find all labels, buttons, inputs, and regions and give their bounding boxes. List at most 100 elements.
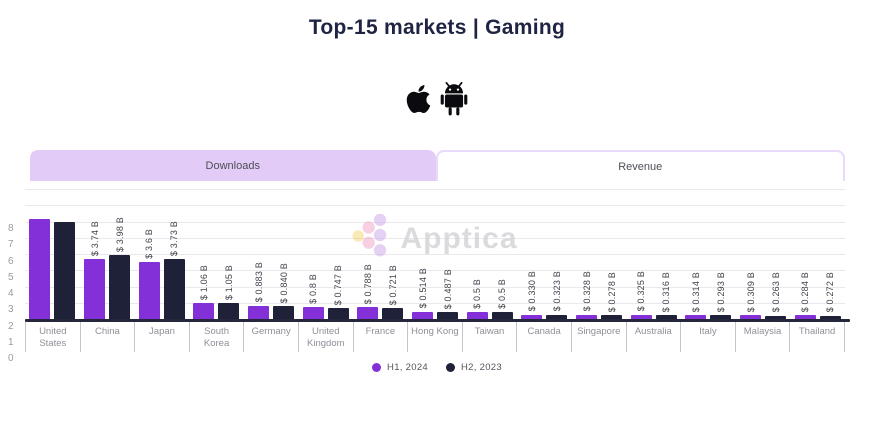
bar-column: $ 0.328 B <box>576 190 598 320</box>
plot-area: Apptica $ 3.74 B $ 3.98 B $ 3.6 B $ 3.73 B $… <box>25 189 845 320</box>
bar[interactable] <box>357 307 379 320</box>
x-axis-baseline <box>25 319 850 322</box>
chart-legend: H1, 2024 H2, 2023 <box>0 362 874 373</box>
gridline <box>25 189 845 190</box>
bar-column: $ 0.721 B <box>382 190 404 320</box>
bar[interactable] <box>546 314 568 320</box>
bar-value-label: $ 0.314 B <box>690 271 701 312</box>
bar[interactable] <box>630 314 652 320</box>
bar[interactable] <box>601 315 623 320</box>
bar[interactable] <box>710 315 732 320</box>
bar[interactable] <box>54 221 76 320</box>
bar[interactable] <box>163 259 185 320</box>
bar-value-label: $ 0.263 B <box>770 272 781 313</box>
tab-downloads[interactable]: Downloads <box>30 150 436 181</box>
bar-value-label: $ 0.5 B <box>472 278 483 309</box>
bar[interactable] <box>740 314 762 320</box>
bar[interactable] <box>794 315 816 320</box>
tab-revenue[interactable]: Revenue <box>435 150 845 181</box>
bar-column: $ 1.06 B <box>193 190 215 320</box>
bar-value-label: $ 0.284 B <box>800 272 811 313</box>
bar-column: $ 0.330 B <box>521 190 543 320</box>
bar-value-label: $ 0.325 B <box>636 271 647 312</box>
platform-icons <box>0 80 874 118</box>
y-tick-label: 5 <box>8 271 14 283</box>
bar-value-label: $ 0.788 B <box>362 263 373 305</box>
bar[interactable] <box>576 314 598 320</box>
x-axis-label: China <box>81 322 136 352</box>
bar-group: $ 0.325 B $ 0.316 B <box>626 190 681 320</box>
bar-value-label: $ 0.721 B <box>387 264 398 306</box>
legend-item[interactable]: H2, 2023 <box>446 362 502 373</box>
gridline <box>25 237 845 239</box>
gridline <box>25 286 845 288</box>
bar[interactable] <box>193 302 215 320</box>
bar[interactable] <box>819 315 841 320</box>
bar-group: $ 3.6 B $ 3.73 B <box>134 190 189 320</box>
bar[interactable] <box>382 308 404 320</box>
bar[interactable] <box>29 219 51 320</box>
x-axis-label: South Korea <box>190 322 245 352</box>
x-axis-label: Italy <box>681 322 736 352</box>
legend-item[interactable]: H1, 2024 <box>372 362 428 373</box>
bar-value-label: $ 1.06 B <box>198 264 209 300</box>
bar[interactable] <box>765 315 787 320</box>
bar[interactable] <box>84 259 105 320</box>
y-tick-label: 3 <box>8 304 14 316</box>
bar-column: $ 0.747 B <box>327 190 349 320</box>
bar-column <box>54 190 76 320</box>
x-axis-label: Malaysia <box>736 322 791 352</box>
bar-column: $ 0.278 B <box>601 190 623 320</box>
bar[interactable] <box>327 307 349 320</box>
bar-value-label: $ 0.293 B <box>715 271 726 313</box>
gridline <box>25 254 845 255</box>
bar-column: $ 3.6 B <box>138 190 160 320</box>
y-tick-label: 7 <box>8 239 14 251</box>
bar[interactable] <box>109 255 130 320</box>
x-axis-label: United States <box>25 322 81 352</box>
bar[interactable] <box>138 261 160 320</box>
legend-label: H2, 2023 <box>461 362 502 373</box>
bar[interactable] <box>655 314 677 320</box>
bar-group: $ 0.309 B $ 0.263 B <box>736 190 791 320</box>
view-tabs: Downloads Revenue <box>30 150 845 181</box>
bar-group: $ 0.330 B $ 0.323 B <box>517 190 572 320</box>
bar-value-label: $ 0.514 B <box>417 268 428 309</box>
bar-column: $ 0.323 B <box>546 190 568 320</box>
gridline <box>25 270 845 272</box>
bar-column: $ 3.73 B <box>163 190 185 320</box>
bar[interactable] <box>521 314 543 320</box>
bar-column: $ 3.98 B <box>109 190 130 320</box>
bar-column: $ 0.316 B <box>655 190 677 320</box>
y-tick-label: 1 <box>8 336 14 348</box>
x-axis-labels: United States China Japan South Korea German… <box>25 322 845 352</box>
legend-label: H1, 2024 <box>387 362 428 373</box>
bar-column: $ 0.487 B <box>437 190 459 320</box>
gridline <box>25 302 845 304</box>
bar-column: $ 0.788 B <box>357 190 379 320</box>
legend-dot-icon <box>372 363 382 372</box>
bar-column: $ 0.263 B <box>765 190 787 320</box>
bar-groups: $ 3.74 B $ 3.98 B $ 3.6 B $ 3.73 B $ 1.06 B $… <box>25 190 845 320</box>
bar[interactable] <box>491 311 513 320</box>
bar-group: $ 0.328 B $ 0.278 B <box>572 190 627 320</box>
bar[interactable] <box>437 312 459 320</box>
android-icon <box>439 82 469 116</box>
y-tick-label: 4 <box>8 288 14 299</box>
bar[interactable] <box>466 311 488 320</box>
bar-column: $ 0.514 B <box>412 190 434 320</box>
y-tick-label: 2 <box>8 320 14 332</box>
gridline <box>25 205 845 207</box>
bar[interactable] <box>302 307 324 320</box>
bar-value-label: $ 0.747 B <box>333 264 344 305</box>
bar-column: $ 0.840 B <box>273 190 295 320</box>
bar[interactable] <box>273 306 295 320</box>
bar[interactable] <box>685 314 707 320</box>
bar[interactable] <box>218 302 240 320</box>
x-axis-label: Hong Kong <box>408 322 463 352</box>
page-title: Top-15 markets | Gaming <box>308 16 566 39</box>
bar-group: $ 0.8 B $ 0.747 B <box>298 190 353 320</box>
bar[interactable] <box>412 311 434 320</box>
x-axis-label: Australia <box>627 322 682 352</box>
bar[interactable] <box>248 305 270 320</box>
